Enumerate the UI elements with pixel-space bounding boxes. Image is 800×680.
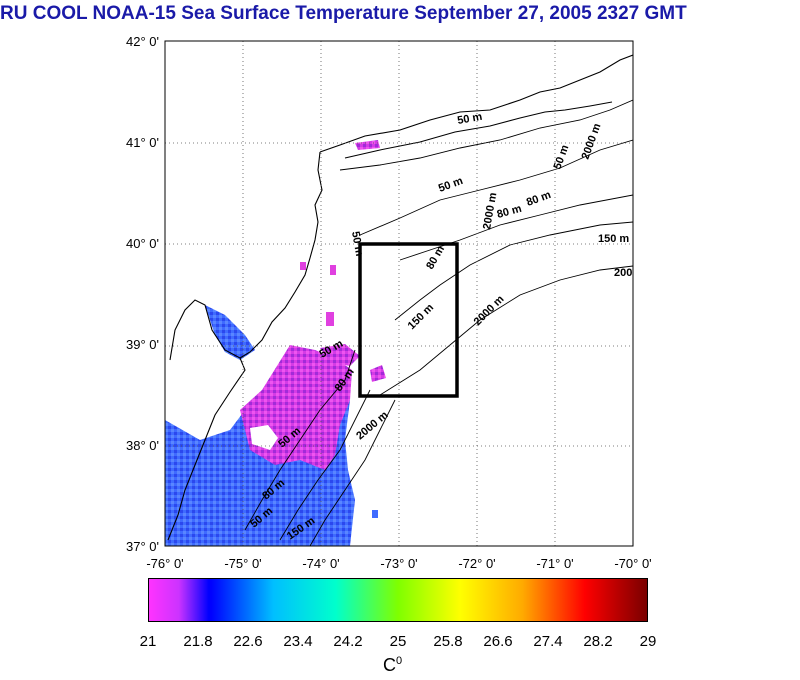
isobath-south-50m <box>244 349 356 531</box>
colorbar-tick-label: 21 <box>139 633 157 650</box>
colorbar-tick-label: 24.2 <box>333 633 363 650</box>
lat-tick-label: 42° 0' <box>126 34 159 49</box>
colorbar-tick-label: 28.2 <box>583 633 613 650</box>
coastline <box>167 54 633 541</box>
plot-frame <box>164 40 634 547</box>
colorbar-tick-label: 26.6 <box>483 633 513 650</box>
sst-pink-box <box>370 365 386 382</box>
sst-speck <box>372 510 378 518</box>
lat-tick-label: 40° 0' <box>126 236 159 251</box>
lon-tick-label: -75° 0' <box>224 556 261 571</box>
lon-tick-label: -71° 0' <box>536 556 573 571</box>
colorbar-tick-label: 23.4 <box>283 633 313 650</box>
isobath-label: 200 <box>614 267 632 279</box>
graticule <box>165 41 633 546</box>
lon-tick-label: -70° 0' <box>614 556 651 571</box>
colorbar <box>148 578 648 622</box>
sst-speck <box>330 265 336 275</box>
lat-tick-label: 37° 0' <box>126 539 159 554</box>
colorbar-tick-label: 27.4 <box>533 633 563 650</box>
colorbar-tick-label: 22.6 <box>233 633 263 650</box>
isobath-150m <box>394 221 633 321</box>
isobath-south-2000m <box>309 399 396 546</box>
sst-speck <box>326 312 334 326</box>
colorbar-gradient <box>148 578 648 622</box>
lon-tick-label: -74° 0' <box>302 556 339 571</box>
map-title: RU COOL NOAA-15 Sea Surface Temperature … <box>0 3 687 24</box>
lon-tick-label: -73° 0' <box>380 556 417 571</box>
colorbar-tick-label: 25 <box>389 633 407 650</box>
isobath-80m <box>359 139 633 236</box>
cloud-hole <box>250 425 278 450</box>
sst-blue-bay <box>205 305 255 360</box>
colorbar-unit: C0 <box>383 655 403 675</box>
lat-tick-label: 39° 0' <box>126 337 159 352</box>
colorbar-tick-label: 25.8 <box>433 633 463 650</box>
lat-tick-label: 38° 0' <box>126 438 159 453</box>
isobath-50m <box>339 99 633 171</box>
isobath-label: 150 m <box>598 233 629 245</box>
colorbar-tick-label: 29 <box>639 633 657 650</box>
isobath-2000m <box>379 265 633 396</box>
study-box <box>358 242 459 398</box>
isobath-80m-b <box>399 194 633 261</box>
isobath-label: 50 m <box>456 111 483 127</box>
sst-pink-patch <box>320 344 360 366</box>
isobath-south-150m <box>279 389 371 541</box>
colorbar-tick-label: 21.8 <box>183 633 213 650</box>
sst-pink-north <box>355 140 380 150</box>
sst-speck <box>300 262 306 270</box>
long-island-coast <box>344 101 613 159</box>
lat-tick-label: 41° 0' <box>126 135 159 150</box>
lon-tick-label: -76° 0' <box>146 556 183 571</box>
lon-tick-label: -72° 0' <box>458 556 495 571</box>
